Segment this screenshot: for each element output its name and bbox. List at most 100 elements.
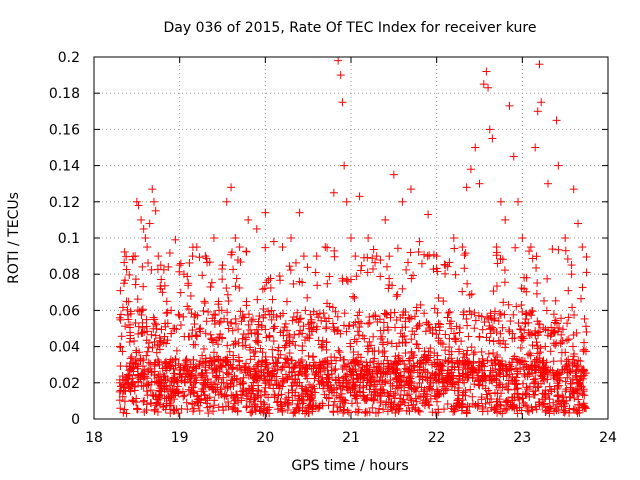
data-point [323, 279, 332, 288]
data-point [241, 362, 250, 371]
x-tick-label: 22 [428, 430, 446, 446]
data-point [567, 261, 576, 270]
data-point [489, 337, 498, 346]
data-point [140, 396, 149, 405]
data-point [273, 397, 282, 406]
data-point [580, 345, 589, 354]
data-point [378, 338, 387, 347]
data-points-layer [115, 56, 591, 418]
x-axis-label: GPS time / hours [291, 458, 408, 474]
data-point [535, 60, 544, 69]
data-point [561, 377, 570, 386]
y-tick-label: 0.16 [49, 122, 80, 138]
data-point [383, 356, 392, 365]
data-point [501, 215, 510, 224]
data-point [269, 337, 278, 346]
data-point [162, 309, 171, 318]
data-point [188, 326, 197, 335]
data-point [533, 107, 542, 116]
data-point [371, 311, 380, 320]
data-point [180, 361, 189, 370]
data-point [162, 297, 171, 306]
x-tick-label: 19 [171, 430, 189, 446]
data-point [525, 247, 534, 256]
data-point [289, 279, 298, 288]
data-point [149, 197, 158, 206]
data-point [328, 303, 337, 312]
data-point [331, 364, 340, 373]
data-point [204, 409, 213, 418]
data-point [450, 244, 459, 253]
data-point [582, 404, 591, 413]
data-point [133, 405, 142, 414]
data-point [214, 403, 223, 412]
data-point [188, 400, 197, 409]
data-point [532, 252, 541, 261]
data-point [521, 401, 530, 410]
y-tick-label: 0.12 [49, 195, 80, 211]
data-point [154, 252, 163, 261]
data-point [261, 310, 270, 319]
data-point [305, 334, 314, 343]
data-point [392, 316, 401, 325]
y-tick-label: 0.02 [49, 376, 80, 392]
data-point [334, 56, 343, 65]
data-point [204, 307, 213, 316]
data-point [128, 396, 137, 405]
data-point [141, 234, 150, 242]
data-point [512, 364, 521, 373]
data-point [280, 362, 289, 371]
data-point [195, 395, 204, 404]
data-point [570, 310, 579, 319]
data-point [379, 405, 388, 414]
data-point [134, 201, 143, 210]
data-point [370, 380, 379, 389]
data-point [372, 252, 381, 261]
data-point [394, 383, 403, 392]
data-point [231, 234, 240, 242]
data-point [552, 116, 561, 125]
data-point [543, 331, 552, 340]
data-point [513, 358, 522, 367]
data-point [470, 348, 479, 357]
data-point [491, 307, 500, 316]
data-point [289, 312, 298, 321]
data-point [522, 362, 531, 371]
data-point [521, 309, 530, 318]
data-point [384, 392, 393, 401]
data-point [516, 343, 525, 352]
data-point [393, 290, 402, 299]
data-point [381, 215, 390, 224]
data-point [132, 394, 141, 403]
data-point [414, 344, 423, 353]
data-point [518, 234, 527, 242]
data-point [301, 306, 310, 315]
data-point [202, 254, 211, 263]
data-point [115, 313, 124, 322]
data-point [336, 393, 345, 402]
data-point [352, 392, 361, 401]
data-point [278, 243, 287, 252]
data-point [176, 321, 185, 330]
data-point [299, 252, 308, 261]
data-point [199, 379, 208, 388]
data-point [551, 296, 560, 305]
data-point [578, 243, 587, 252]
data-point [539, 356, 548, 365]
data-point [561, 234, 570, 242]
data-point [467, 290, 476, 299]
data-point [546, 347, 555, 356]
data-point [195, 325, 204, 334]
data-point [202, 317, 211, 326]
data-point [244, 310, 253, 319]
data-point [190, 320, 199, 329]
data-point [330, 397, 339, 406]
data-point [554, 245, 563, 254]
data-point [329, 188, 338, 197]
data-point [443, 399, 452, 408]
data-point [563, 336, 572, 345]
data-point [401, 317, 410, 326]
data-point [387, 339, 396, 348]
